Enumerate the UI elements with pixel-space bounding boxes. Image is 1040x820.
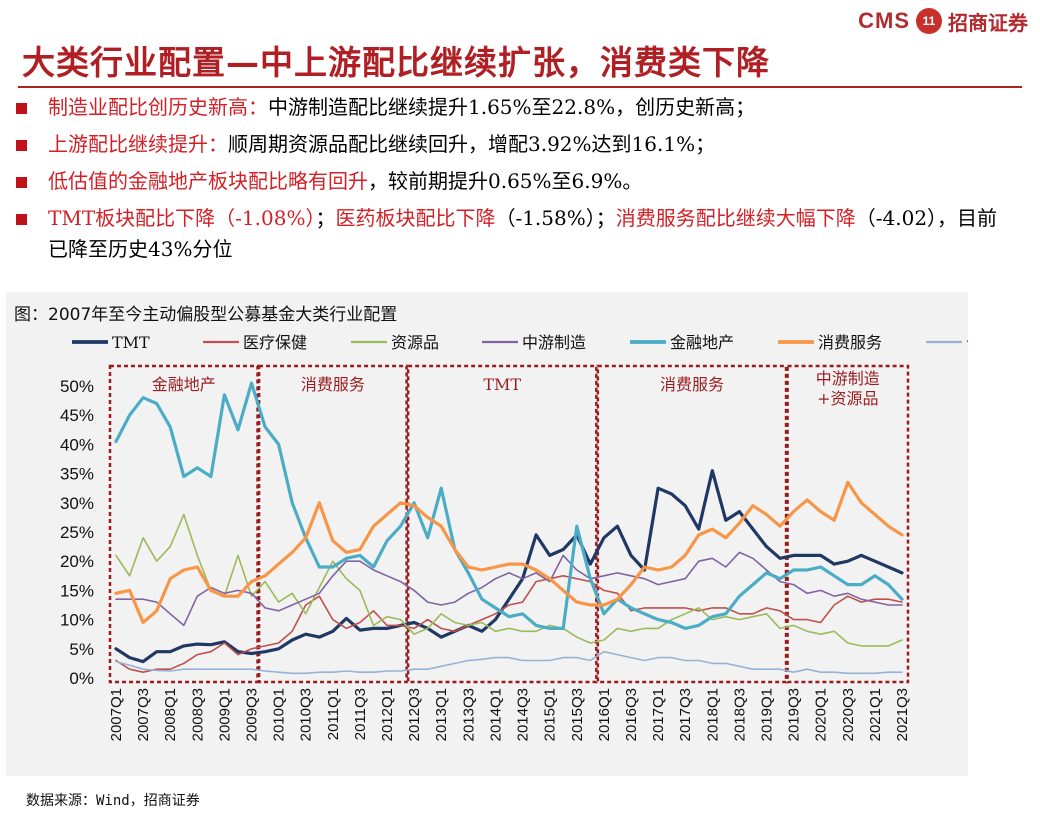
data-source: 数据来源：Wind，招商证券 [26,793,200,809]
series-line-医疗保健 [115,574,903,674]
y-tick-label: 20% [60,552,94,571]
x-tick-label: 2015Q1 [542,688,559,741]
bullet-item: TMT板块配比下降（-1.08%）；医药板块配比下降（-1.58%）；消费服务配… [14,203,1014,265]
bullet-item: 低估值的金融地产板块配比略有回升，较前期提升0.65%至6.9%。 [14,166,1014,197]
x-tick-label: 2013Q3 [460,688,477,741]
series-line-消费服务 [114,480,904,625]
x-tick-label: 2007Q1 [108,688,125,741]
logo-badge-icon: 11 [916,8,942,34]
annotation-box [108,364,259,684]
legend-label: 中游制造 [522,333,586,352]
x-tick-label: 2008Q1 [162,688,179,741]
x-tick-label: 2016Q3 [623,688,640,741]
annotation-label: 金融地产 [152,375,216,394]
x-tick-label: 2012Q1 [379,688,396,741]
bullet-list: 制造业配比创历史新高：中游制造配比继续提升1.65%至22.8%，创历史新高； 上… [14,92,1014,271]
legend-label: 消费服务 [818,333,882,352]
annotation-label: 消费服务 [660,375,724,394]
bullet-square-icon [16,103,27,114]
x-tick-label: 2020Q1 [813,688,830,741]
annotation-label: 消费服务 [301,375,365,394]
series-line-金融地产 [114,381,904,630]
y-tick-label: 50% [60,377,94,396]
body-text: ，较前期提升0.65%至6.9%。 [368,169,643,193]
body-text: ； [315,206,336,230]
brand-logo: CMS 11 招商证券 [858,6,1028,36]
x-tick-label: 2014Q3 [515,688,532,741]
bullet-square-icon [16,140,27,151]
x-tick-label: 2013Q1 [433,688,450,741]
annotation-box [596,364,788,684]
x-tick-label: 2009Q3 [244,688,261,741]
title-divider [18,86,1022,88]
x-tick-label: 2014Q1 [487,688,504,741]
x-tick-label: 2011Q3 [352,688,369,740]
legend-label: TMT [112,333,150,352]
annotation-box [257,364,408,684]
x-tick-label: 2019Q3 [786,688,803,741]
body-text: （-4.02），目前已降至历史43%分位 [48,206,998,261]
x-tick-label: 2009Q1 [216,688,233,741]
series-line-资源品 [115,513,903,647]
x-tick-label: 2008Q3 [189,688,206,741]
legend-label: 金融地产 [670,333,734,352]
body-text: 中游制造配比继续提升1.65%至22.8%，创历史新高； [268,95,756,119]
y-tick-label: 25% [60,523,94,542]
logo-cms-text: CMS [858,8,910,33]
line-chart: 0% 5% 10% 15% 20% 25% 30% 35% 40% 45% 50% 2007Q1 200… [60,333,968,741]
bullet-item: 上游配比继续提升：顺周期资源品配比继续回升，增配3.92%达到16.1%； [14,129,1014,160]
x-tick-label: 2017Q1 [650,688,667,741]
x-tick-label: 2021Q3 [894,688,911,741]
bullet-square-icon [16,177,27,188]
highlight-text: 低估值的金融地产板块配比略有回升 [48,169,368,193]
y-tick-label: 45% [60,406,94,425]
y-tick-label: 0% [69,669,94,688]
legend-label: 公用事业 [966,333,968,352]
x-tick-label: 2018Q1 [704,688,721,741]
annotation-box [406,364,598,684]
legend-label: 医疗保健 [243,333,307,352]
series-line-TMT [114,469,904,664]
y-tick-label: 10% [60,611,94,630]
highlight-text: 上游配比继续提升： [48,132,228,156]
x-tick-label: 2016Q1 [596,688,613,741]
y-tick-label: 5% [69,640,94,659]
y-tick-label: 40% [60,435,94,454]
series-line-公用事业 [115,650,903,675]
x-tick-label: 2020Q3 [840,688,857,741]
annotation-label: +资源品 [817,389,878,408]
y-tick-label: 15% [60,581,94,600]
highlight-text: 医药板块配比下降 [335,206,496,230]
x-tick-label: 2018Q3 [731,688,748,741]
body-text: （-1.58%）； [495,206,616,230]
annotation-label: TMT [483,375,521,394]
legend-label: 资源品 [391,333,439,352]
page-title: 大类行业配置—中上游配比继续扩张，消费类下降 [22,43,770,82]
y-tick-label: 35% [60,465,94,484]
y-tick-label: 30% [60,494,94,513]
chart-caption: 图：2007年至今主动偏股型公募基金大类行业配置 [14,305,398,325]
x-tick-label: 2017Q3 [677,688,694,741]
x-tick-label: 2011Q1 [325,688,342,740]
highlight-text: 制造业配比创历史新高： [48,95,268,119]
body-text: 顺周期资源品配比继续回升，增配3.92%达到16.1%； [228,132,716,156]
x-tick-label: 2021Q1 [867,688,884,741]
annotation-box [786,364,910,684]
x-tick-label: 2015Q3 [569,688,586,741]
bullet-item: 制造业配比创历史新高：中游制造配比继续提升1.65%至22.8%，创历史新高； [14,92,1014,123]
logo-company-name: 招商证券 [948,10,1028,35]
x-tick-label: 2019Q1 [758,688,775,741]
chart-panel: 0% 5% 10% 15% 20% 25% 30% 35% 40% 45% 50% 2007Q1 200… [6,292,968,776]
annotation-label: 中游制造 [816,369,880,388]
highlight-text: 消费服务配比继续大幅下降 [615,206,856,230]
x-tick-label: 2007Q3 [135,688,152,741]
highlight-text: TMT板块配比下降（-1.08%） [48,206,316,230]
bullet-square-icon [16,214,27,225]
x-tick-label: 2010Q1 [271,688,288,741]
x-tick-label: 2012Q3 [406,688,423,741]
x-tick-label: 2010Q3 [298,688,315,741]
